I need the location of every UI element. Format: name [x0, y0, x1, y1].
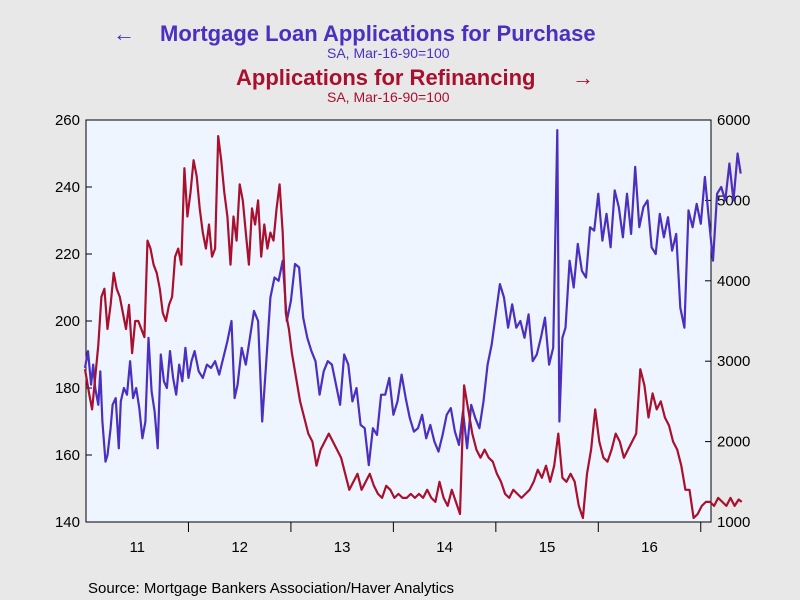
- left-axis: 140 160 180 200 220 240 260: [55, 112, 92, 531]
- left-tick-label: 220: [55, 246, 80, 263]
- refinance-subtitle: SA, Mar-16-90=100: [327, 89, 450, 105]
- left-tick-label: 260: [55, 112, 80, 129]
- x-axis: 11 12 13 14 15 16: [129, 522, 702, 556]
- right-tick-label: 1000: [717, 514, 750, 531]
- left-tick-label: 140: [55, 514, 80, 531]
- purchase-series-line: [83, 129, 742, 467]
- left-tick-label: 200: [55, 313, 80, 330]
- right-tick-label: 4000: [717, 273, 750, 290]
- right-tick-label: 6000: [717, 112, 750, 129]
- purchase-subtitle: SA, Mar-16-90=100: [327, 45, 450, 61]
- source-note: Source: Mortgage Bankers Association/Hav…: [88, 580, 454, 597]
- left-tick-label: 160: [55, 447, 80, 464]
- right-tick-label: 2000: [717, 434, 750, 451]
- refinance-title: Applications for Refinancing: [236, 65, 535, 90]
- x-tick-label: 15: [539, 539, 556, 556]
- left-tick-label: 180: [55, 380, 80, 397]
- series-layer: [83, 129, 743, 520]
- x-tick-label: 12: [231, 539, 248, 556]
- x-tick-label: 11: [129, 539, 145, 556]
- refinance-series-line: [83, 135, 743, 520]
- x-tick-label: 14: [436, 539, 453, 556]
- refinance-title-arrow: →: [572, 65, 594, 90]
- x-tick-label: 16: [641, 539, 658, 556]
- left-tick-label: 240: [55, 179, 80, 196]
- plot-area: [85, 119, 712, 523]
- x-tick-label: 13: [334, 539, 351, 556]
- purchase-title-arrow: ←: [113, 21, 135, 46]
- right-tick-label: 3000: [717, 353, 750, 370]
- purchase-title: Mortgage Loan Applications for Purchase: [160, 21, 596, 46]
